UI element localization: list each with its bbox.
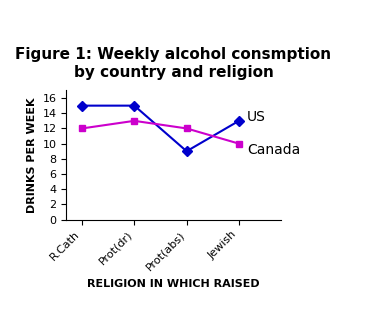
Canada [80,127,84,130]
Y-axis label: DRINKS PER WEEK: DRINKS PER WEEK [27,97,37,213]
Line: US: US [78,102,243,155]
Canada [184,127,189,130]
Title: Figure 1: Weekly alcohol consmption
by country and religion: Figure 1: Weekly alcohol consmption by c… [16,47,332,79]
Canada [237,142,241,146]
X-axis label: RELIGION IN WHICH RAISED: RELIGION IN WHICH RAISED [87,279,260,289]
Text: Canada: Canada [247,143,300,157]
US [237,119,241,123]
Text: US: US [247,110,266,124]
US [184,149,189,153]
Canada [132,119,136,123]
Line: Canada: Canada [78,117,243,147]
US [80,104,84,108]
US [132,104,136,108]
